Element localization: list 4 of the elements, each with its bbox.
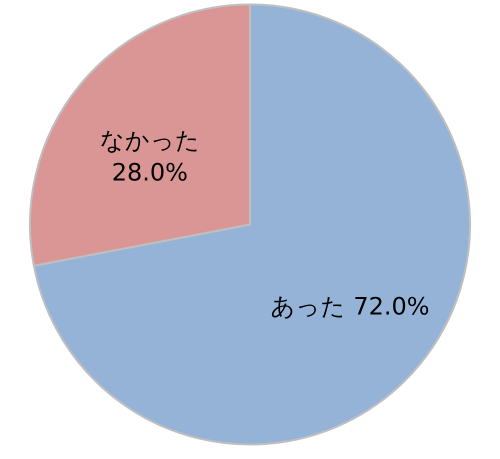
slice-label: なかった [100,126,200,155]
pie-slice [32,4,471,446]
slice-label: あった 72.0% [270,292,430,320]
data-label: 28.0% [112,158,188,187]
